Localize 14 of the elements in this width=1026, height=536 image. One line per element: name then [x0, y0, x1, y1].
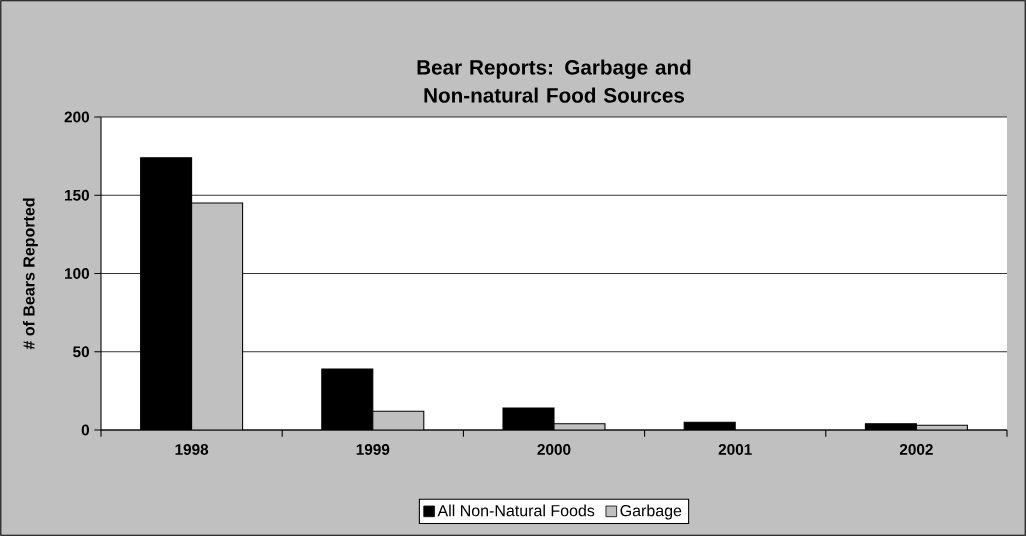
- x-tick-label: 2001: [718, 444, 752, 455]
- y-tick-label: 200: [64, 111, 89, 123]
- y-tick-label: 50: [73, 346, 90, 358]
- y-axis-title: # of Bears Reported: [22, 198, 38, 350]
- chart-title: Bear Reports: Garbage and Non-natural Food Sources: [417, 59, 691, 103]
- y-tick-label: 100: [65, 268, 89, 279]
- legend-label: Garbage: [620, 504, 682, 520]
- y-tick-label: 0: [81, 424, 90, 436]
- x-tick-label: 2002: [899, 444, 933, 455]
- y-tick-label: 150: [65, 189, 89, 201]
- x-tick-label: 2000: [537, 444, 571, 455]
- legend-label: All Non-Natural Foods: [437, 504, 595, 517]
- x-tick-label: 1998: [175, 444, 209, 455]
- x-tick-label: 1999: [356, 444, 390, 455]
